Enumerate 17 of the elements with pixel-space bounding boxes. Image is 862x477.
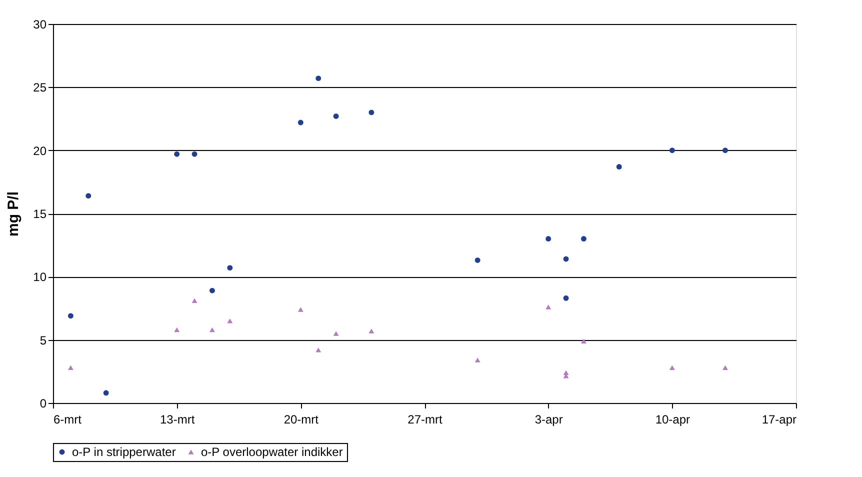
y-tick-label: 20 <box>33 144 47 158</box>
y-tick-label: 0 <box>40 396 47 410</box>
legend-label: o-P in stripperwater <box>72 445 176 459</box>
y-tick-label: 10 <box>33 270 47 284</box>
y-tick-label: 25 <box>33 80 47 95</box>
x-tick-label: 6-mrt <box>54 412 82 426</box>
x-tick-label: 13-mrt <box>160 412 196 426</box>
x-tick-label: 10-apr <box>655 412 690 426</box>
x-tick-label: 27-mrt <box>408 412 443 426</box>
x-tick-label: 3-apr <box>534 412 563 426</box>
y-tick-label: 30 <box>33 18 47 32</box>
x-tick-label: 17-apr <box>762 412 797 426</box>
y-axis-title: mg P/l <box>5 191 22 237</box>
legend-label: o-P overloopwater indikker <box>201 445 343 459</box>
y-tick-label: 5 <box>40 333 47 348</box>
x-tick-label: 20-mrt <box>284 412 320 426</box>
y-tick-label: 15 <box>33 207 47 221</box>
